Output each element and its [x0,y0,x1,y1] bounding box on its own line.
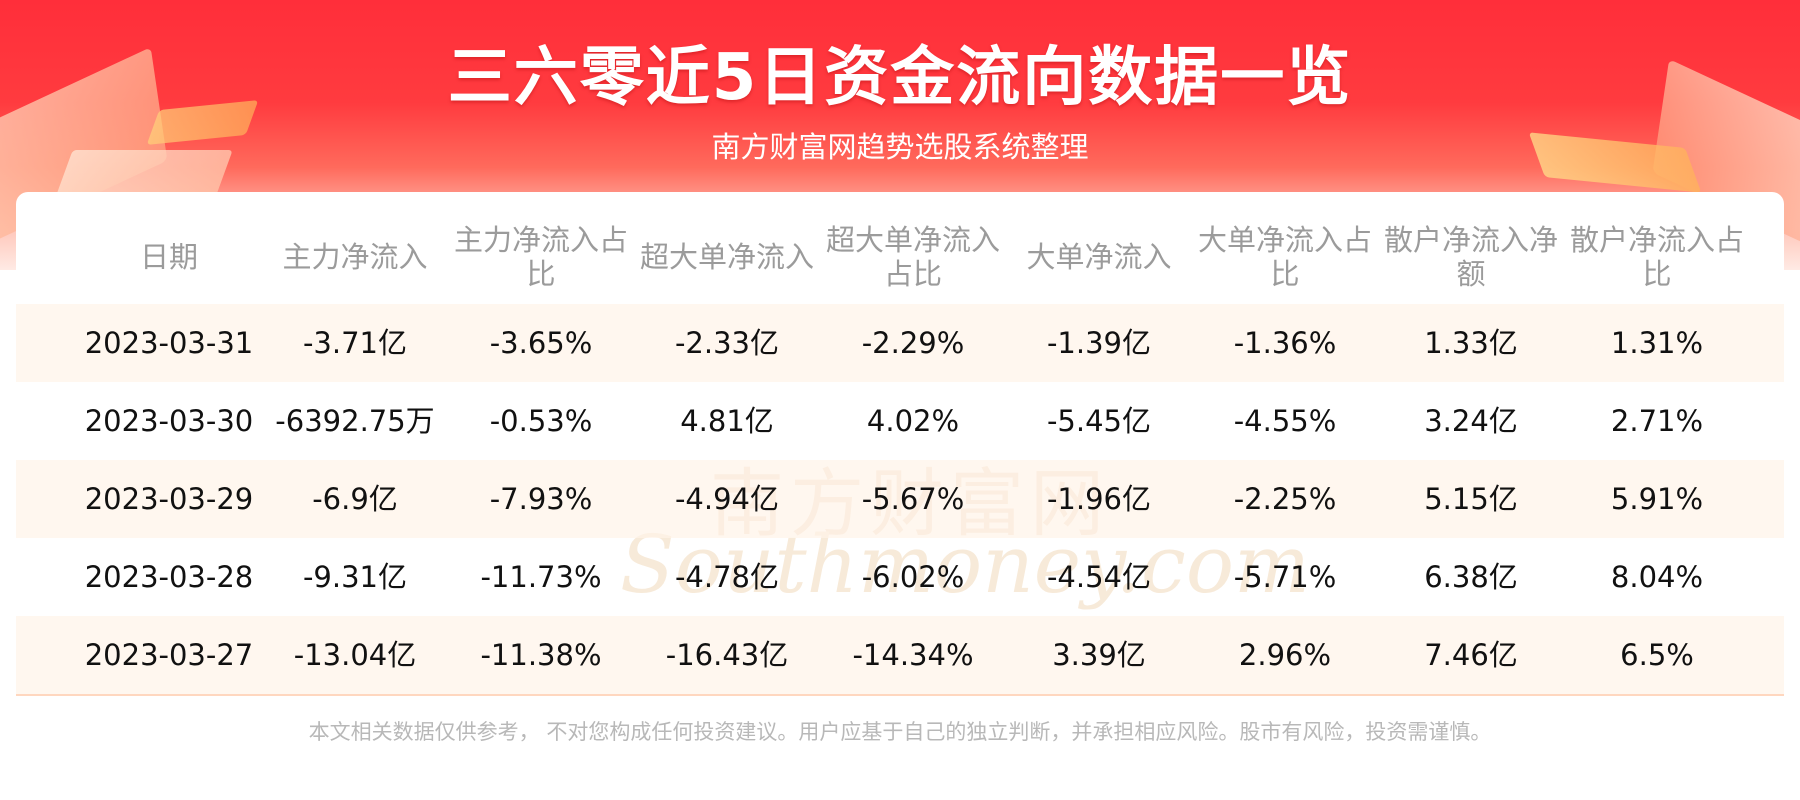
table-row: 2023-03-29 -6.9亿 -7.93% -4.94亿 -5.67% -1… [16,460,1784,538]
cell-retail-net-inflow-ratio: 2.71% [1610,404,1704,438]
cell-main-net-inflow-ratio: -3.65% [489,326,593,360]
column-header-retail-net-inflow-ratio: 散户净流入占比 [1569,223,1744,291]
cell-date: 2023-03-29 [84,482,254,516]
cell-super-large-net-inflow-ratio: 4.02% [866,404,960,438]
cell-large-net-inflow: -1.96亿 [1046,482,1152,516]
cell-retail-net-inflow: 7.46亿 [1424,638,1518,672]
cell-super-large-net-inflow-ratio: -6.02% [861,560,965,594]
table-row: 2023-03-28 -9.31亿 -11.73% -4.78亿 -6.02% … [16,538,1784,616]
cell-super-large-net-inflow: -4.78亿 [674,560,780,594]
cell-retail-net-inflow: 6.38亿 [1424,560,1518,594]
table-row: 2023-03-31 -3.71亿 -3.65% -2.33亿 -2.29% -… [16,304,1784,382]
page-title: 三六零近5日资金流向数据一览 [447,41,1353,115]
cell-retail-net-inflow: 1.33亿 [1424,326,1518,360]
cell-main-net-inflow-ratio: -7.93% [489,482,593,516]
column-header-retail-net-inflow: 散户净流入净额 [1383,223,1558,291]
cell-super-large-net-inflow: 4.81亿 [680,404,774,438]
cell-date: 2023-03-30 [84,404,254,438]
cell-retail-net-inflow-ratio: 1.31% [1610,326,1704,360]
cell-super-large-net-inflow: -4.94亿 [674,482,780,516]
cell-large-net-inflow: 3.39亿 [1052,638,1146,672]
cell-large-net-inflow: -1.39亿 [1046,326,1152,360]
cell-retail-net-inflow-ratio: 8.04% [1610,560,1704,594]
cell-large-net-inflow-ratio: -2.25% [1233,482,1337,516]
cell-large-net-inflow: -5.45亿 [1046,404,1152,438]
cell-date: 2023-03-28 [84,560,254,594]
cell-retail-net-inflow-ratio: 6.5% [1620,638,1694,672]
column-header-super-large-net-inflow: 超大单净流入 [639,240,814,274]
cell-retail-net-inflow: 3.24亿 [1424,404,1518,438]
column-header-main-net-inflow: 主力净流入 [282,240,428,274]
cell-main-net-inflow: -9.31亿 [302,560,408,594]
column-header-large-net-inflow-ratio: 大单净流入占比 [1197,223,1372,291]
cell-main-net-inflow: -13.04亿 [293,638,417,672]
cell-retail-net-inflow-ratio: 5.91% [1610,482,1704,516]
cell-super-large-net-inflow-ratio: -14.34% [852,638,974,672]
column-header-main-net-inflow-ratio: 主力净流入占比 [453,223,628,291]
table-header: 日期 主力净流入 主力净流入占比 超大单净流入 超大单净流入占比 大单净流入 大… [16,212,1784,302]
cell-main-net-inflow-ratio: -0.53% [489,404,593,438]
table-body: 2023-03-31 -3.71亿 -3.65% -2.33亿 -2.29% -… [16,304,1784,694]
cell-super-large-net-inflow: -16.43亿 [665,638,789,672]
cell-large-net-inflow-ratio: -1.36% [1233,326,1337,360]
table-row: 2023-03-27 -13.04亿 -11.38% -16.43亿 -14.3… [16,616,1784,694]
cell-main-net-inflow: -3.71亿 [302,326,408,360]
cell-super-large-net-inflow: -2.33亿 [674,326,780,360]
cell-large-net-inflow-ratio: -5.71% [1233,560,1337,594]
column-header-date: 日期 [139,240,198,274]
column-header-super-large-net-inflow-ratio: 超大单净流入占比 [825,223,1000,291]
cell-main-net-inflow-ratio: -11.73% [480,560,602,594]
cell-super-large-net-inflow-ratio: -2.29% [861,326,965,360]
cell-main-net-inflow: -6.9亿 [312,482,398,516]
disclaimer-text: 本文相关数据仅供参考， 不对您构成任何投资建议。用户应基于自己的独立判断，并承担… [308,720,1492,744]
cell-super-large-net-inflow-ratio: -5.67% [861,482,965,516]
cell-main-net-inflow: -6392.75万 [275,404,435,438]
table-row: 2023-03-30 -6392.75万 -0.53% 4.81亿 4.02% … [16,382,1784,460]
cell-large-net-inflow: -4.54亿 [1046,560,1152,594]
footer-divider [16,694,1784,696]
cell-date: 2023-03-27 [84,638,254,672]
page-subtitle: 南方财富网趋势选股系统整理 [711,130,1089,164]
column-header-large-net-inflow: 大单净流入 [1026,240,1172,274]
cell-retail-net-inflow: 5.15亿 [1424,482,1518,516]
cell-large-net-inflow-ratio: -4.55% [1233,404,1337,438]
cell-main-net-inflow-ratio: -11.38% [480,638,602,672]
cell-large-net-inflow-ratio: 2.96% [1238,638,1332,672]
cell-date: 2023-03-31 [84,326,254,360]
